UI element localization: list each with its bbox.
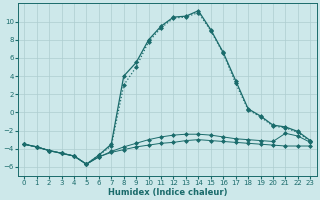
X-axis label: Humidex (Indice chaleur): Humidex (Indice chaleur)	[108, 188, 227, 197]
